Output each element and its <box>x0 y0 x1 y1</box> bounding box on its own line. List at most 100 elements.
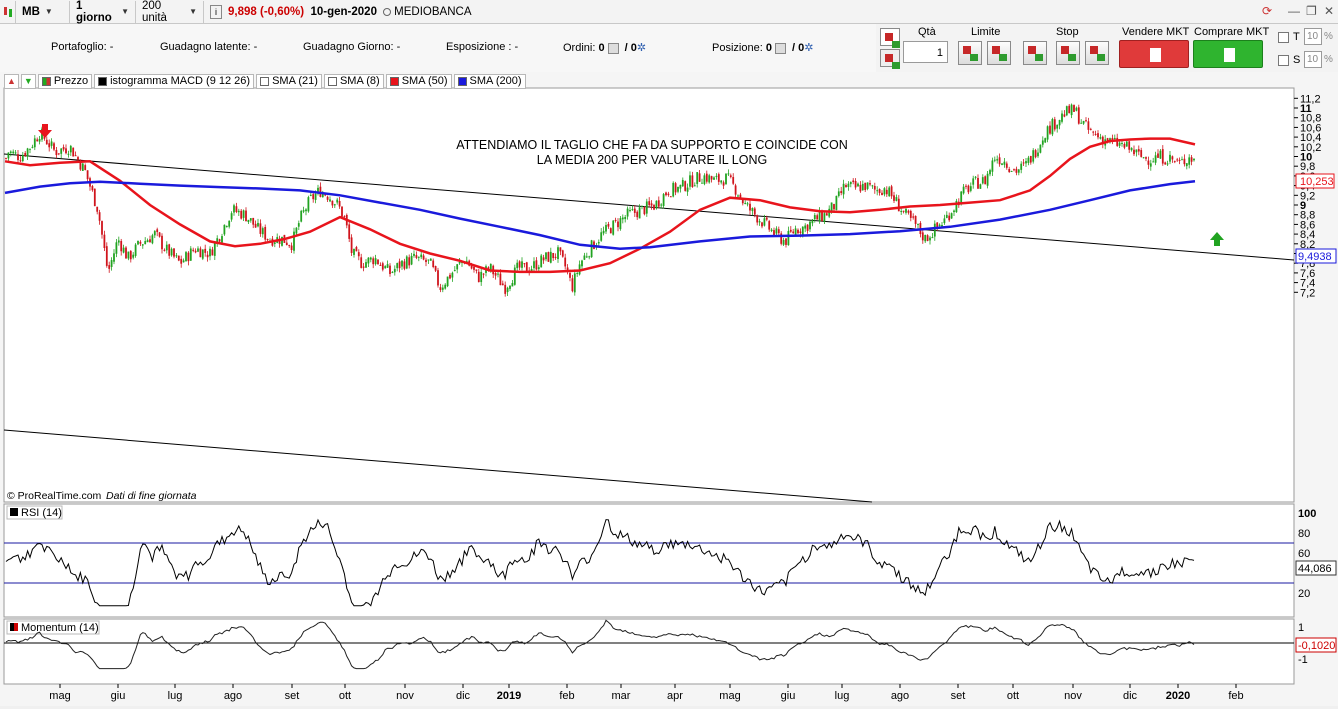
candle <box>1046 125 1049 143</box>
candle <box>780 231 783 246</box>
candle <box>756 214 759 226</box>
candle <box>1029 155 1032 165</box>
info-icon[interactable]: i <box>210 4 222 19</box>
indicator-legend: ▲ ▼ Prezzo istogramma MACD (9 12 26) SMA… <box>4 73 528 89</box>
s-checkbox[interactable] <box>1278 55 1289 66</box>
y-tick-label: 8,2 <box>1300 239 1315 251</box>
candle <box>782 237 785 246</box>
exposure-info: Esposizione : - <box>446 41 519 53</box>
chart-area[interactable]: mag giu lug ago set ott nov dic 2019 feb mar apr mag… <box>0 72 1338 706</box>
credit-text: © ProRealTime.com <box>7 490 102 502</box>
s-percent-unit: % <box>1324 54 1333 65</box>
candle <box>117 236 120 246</box>
position-info[interactable]: Posizione: 0 / 0✲ <box>712 42 814 54</box>
gear-icon[interactable]: ✲ <box>804 42 814 54</box>
candle <box>125 246 127 259</box>
candle <box>869 180 871 187</box>
legend-item-sma50[interactable]: SMA (50) <box>385 73 452 89</box>
limit-sell-button[interactable] <box>987 41 1011 65</box>
rsi-line[interactable] <box>5 518 1195 607</box>
candle <box>1121 140 1123 147</box>
candle <box>252 217 255 229</box>
legend-toggle-down-button[interactable]: ▼ <box>20 73 36 89</box>
latent-gain-info: Guadagno latente: - <box>160 41 258 53</box>
candle <box>681 177 684 187</box>
rsi-panel: RSI (14) 100 80 60 20 44,086 <box>4 505 1337 607</box>
legend-item-price[interactable]: Prezzo <box>37 73 93 89</box>
candle <box>669 196 672 198</box>
candle <box>338 197 341 209</box>
refresh-icon[interactable]: ⟳ <box>1262 4 1273 18</box>
sma50-line[interactable] <box>4 137 1196 274</box>
candle <box>708 173 711 184</box>
timeframe-select[interactable]: 1 giorno ▼ <box>70 0 136 24</box>
restore-icon[interactable]: ❐ <box>1306 4 1317 18</box>
qty-input[interactable]: 1 <box>903 41 948 63</box>
candle <box>74 151 77 157</box>
t-percent-input[interactable]: 10 <box>1304 28 1322 45</box>
candle <box>300 209 303 223</box>
candle <box>893 191 895 203</box>
candle <box>1149 159 1152 171</box>
gear-icon[interactable]: ✲ <box>636 42 647 54</box>
chart-type-icon[interactable] <box>0 0 16 23</box>
s-percent-input[interactable]: 10 <box>1304 51 1322 68</box>
candle <box>132 252 135 260</box>
t-checkbox[interactable] <box>1278 32 1289 43</box>
candle <box>379 262 382 266</box>
candle <box>434 265 437 273</box>
x-tick-label: set <box>285 690 300 702</box>
legend-item-sma200[interactable]: SMA (200) <box>453 73 526 89</box>
lower-trendline[interactable] <box>3 429 873 503</box>
momentum-panel: Momentum (14) 1 -1 -0,1020 <box>4 619 1337 670</box>
candle <box>381 261 384 272</box>
units-select[interactable]: 200 unità ▼ <box>136 0 204 24</box>
candle <box>667 191 670 197</box>
candle <box>905 207 907 215</box>
sma200-line[interactable] <box>4 179 1196 250</box>
keypad-icon[interactable] <box>880 49 900 69</box>
close-icon[interactable]: ✕ <box>1324 4 1335 18</box>
x-tick-label: nov <box>396 690 414 702</box>
buy-market-button[interactable] <box>1193 40 1263 68</box>
candle <box>29 148 31 154</box>
candle <box>1183 154 1186 167</box>
candle <box>873 182 876 194</box>
candle <box>576 271 579 277</box>
price-chart-svg[interactable]: mag giu lug ago set ott nov dic 2019 feb mar apr mag… <box>0 72 1338 706</box>
legend-item-sma21[interactable]: SMA (21) <box>256 73 322 89</box>
limit-buy-button[interactable] <box>958 41 982 65</box>
candle <box>230 211 233 222</box>
stop-buy-button[interactable] <box>1023 41 1047 65</box>
candle <box>727 169 730 176</box>
candle <box>122 244 125 254</box>
momentum-line[interactable] <box>5 619 1195 670</box>
stop-sell-button[interactable] <box>1056 41 1080 65</box>
order-panel: Qtà 1 Limite Stop Vendere MKT Comprare M… <box>876 24 1338 72</box>
x-tick-label: giu <box>781 690 796 702</box>
candle <box>113 249 115 265</box>
symbol-select[interactable]: MB ▼ <box>16 0 70 23</box>
candle <box>429 258 432 261</box>
minimize-icon[interactable]: — <box>1288 4 1300 18</box>
legend-item-sma8[interactable]: SMA (8) <box>323 73 384 89</box>
candle <box>1032 148 1035 164</box>
stop-extra-button[interactable] <box>1085 41 1109 65</box>
y-tick-label: 9,2 <box>1300 190 1315 202</box>
candle <box>367 257 370 267</box>
candle <box>405 255 408 270</box>
sell-market-button[interactable] <box>1119 40 1189 68</box>
candle <box>883 187 886 197</box>
candle <box>542 254 545 264</box>
legend-toggle-up-button[interactable]: ▲ <box>4 73 19 89</box>
momentum-legend-box <box>6 620 100 635</box>
candle <box>201 249 204 261</box>
wrench-icon[interactable] <box>880 28 900 48</box>
orders-info[interactable]: Ordini: 0 / 0✲ <box>563 42 647 54</box>
candle <box>835 195 838 211</box>
legend-item-macd[interactable]: istogramma MACD (9 12 26) <box>94 73 255 89</box>
candle <box>753 206 756 218</box>
stop-label: Stop <box>1056 26 1079 38</box>
candle <box>168 243 171 259</box>
candle <box>1128 140 1131 153</box>
